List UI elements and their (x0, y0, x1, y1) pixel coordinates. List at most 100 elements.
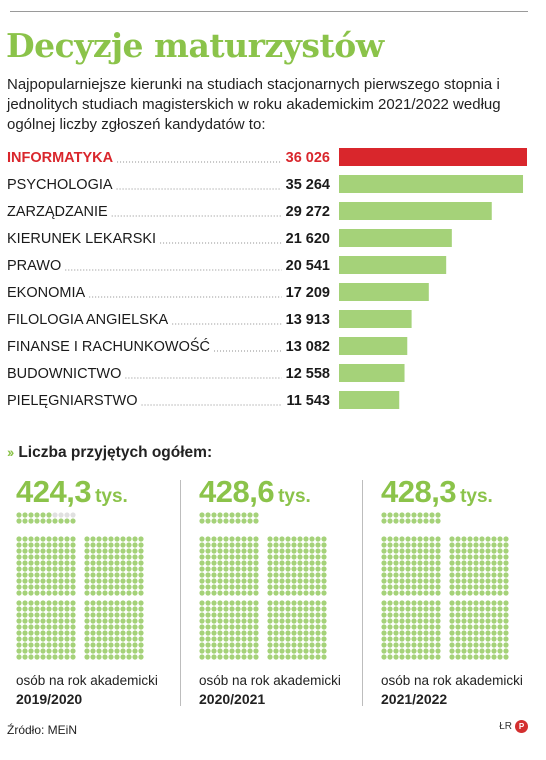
pictogram-dot (120, 548, 126, 554)
pictogram-dot (435, 630, 441, 636)
top-rule (10, 11, 528, 12)
pictogram-dot (309, 642, 315, 648)
pictogram-dot (405, 578, 411, 584)
pictogram-dot (279, 642, 285, 648)
pictogram-dot (399, 630, 405, 636)
pictogram-dot (491, 624, 497, 630)
bar (339, 202, 492, 220)
pictogram-dot (423, 554, 429, 560)
pictogram-dot (96, 612, 102, 618)
pictogram-dot (423, 630, 429, 636)
pictogram-dot (253, 590, 259, 596)
pictogram-dot (309, 630, 315, 636)
pictogram-dot (461, 560, 467, 566)
pictogram-dot (467, 578, 473, 584)
pictogram-dot (467, 612, 473, 618)
pictogram-dot (273, 572, 279, 578)
pictogram-dot (96, 536, 102, 542)
pictogram-dot (479, 648, 485, 654)
pictogram-dot (411, 572, 417, 578)
pictogram-dot (387, 518, 393, 524)
dot-grid (16, 512, 144, 660)
pictogram-dot (90, 560, 96, 566)
pictogram-dot (449, 648, 455, 654)
pictogram-dot (22, 654, 28, 660)
pictogram-dot (52, 606, 58, 612)
pictogram-dot (70, 648, 76, 654)
pictogram-dot (70, 618, 76, 624)
pictogram-dot (503, 578, 509, 584)
pictogram-dot (46, 554, 52, 560)
pictogram-dot (381, 612, 387, 618)
pictogram-dot (199, 566, 205, 572)
pictogram-dot (102, 548, 108, 554)
pictogram-dot (497, 624, 503, 630)
pictogram-dot (102, 542, 108, 548)
pictogram-dot (229, 584, 235, 590)
pictogram-dot (217, 566, 223, 572)
pictogram-dot (96, 618, 102, 624)
pictogram-dot (285, 630, 291, 636)
pictogram-dot (387, 578, 393, 584)
pictogram-dot (40, 618, 46, 624)
pictogram-dot (40, 512, 46, 518)
pictogram-dot (321, 630, 327, 636)
pictogram-dot (429, 518, 435, 524)
pictogram-dot (411, 548, 417, 554)
pictogram-dot (417, 590, 423, 596)
pictogram-dot (16, 566, 22, 572)
pictogram-dot (211, 612, 217, 618)
pictogram-dot (309, 548, 315, 554)
pictogram-dot (102, 600, 108, 606)
pictogram-dot (247, 566, 253, 572)
pictogram-dot (58, 572, 64, 578)
pictogram-dot (291, 536, 297, 542)
pictogram-dot (399, 542, 405, 548)
pictogram-dot (423, 636, 429, 642)
pictogram-dot (485, 612, 491, 618)
pictogram-dot (241, 654, 247, 660)
pictogram-dot (435, 600, 441, 606)
pictogram-dot (387, 648, 393, 654)
pictogram-dot (279, 560, 285, 566)
pictogram-dot (473, 584, 479, 590)
pictogram-dot (96, 584, 102, 590)
pictogram-dot (423, 590, 429, 596)
pictogram-dot (497, 630, 503, 636)
pictogram-dot (291, 590, 297, 596)
pictogram-dot (199, 654, 205, 660)
pictogram-dot (279, 542, 285, 548)
pictogram-dot (315, 536, 321, 542)
pictogram-dot (497, 536, 503, 542)
pictogram-dot (16, 518, 22, 524)
pictogram-dot (297, 554, 303, 560)
pictogram-dot (96, 590, 102, 596)
pictogram-dot (247, 572, 253, 578)
pictogram-dot (22, 648, 28, 654)
bar-value-label: 17 209 (286, 285, 330, 301)
pictogram-dot (217, 642, 223, 648)
pictogram-dot (84, 624, 90, 630)
pictogram-dot (285, 536, 291, 542)
pictogram-dot (321, 612, 327, 618)
pictogram-dot (297, 566, 303, 572)
pictogram-dot (28, 636, 34, 642)
pictogram-dot (40, 518, 46, 524)
pictogram-dot (84, 578, 90, 584)
bar-category-label: FINANSE I RACHUNKOWOŚĆ (7, 337, 210, 355)
pictogram-dot (503, 654, 509, 660)
pictogram-dot (96, 542, 102, 548)
pictogram-dot (34, 542, 40, 548)
pictogram-dot (291, 578, 297, 584)
pictogram-dot (273, 636, 279, 642)
pictogram-dot (435, 548, 441, 554)
pictogram-dot (70, 642, 76, 648)
pictogram-dot (273, 536, 279, 542)
pictogram-dot (84, 542, 90, 548)
pictogram-dot (211, 554, 217, 560)
pictogram-dot (46, 648, 52, 654)
pictogram-dot (34, 636, 40, 642)
pictogram-dot (491, 648, 497, 654)
pictogram-dot (423, 512, 429, 518)
pictogram-dot (411, 590, 417, 596)
